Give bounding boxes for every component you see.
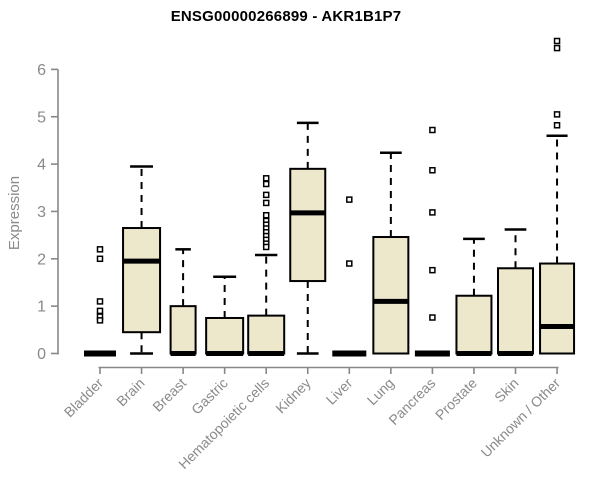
box-brain (122, 227, 162, 334)
outlier-point-hematopoietic-cells (262, 211, 270, 219)
box-hematopoietic-cells (247, 314, 286, 355)
outlier-point-hematopoietic-cells (262, 175, 270, 182)
outlier-point-bladder (96, 246, 104, 253)
outlier-point-pancreas (429, 266, 436, 274)
outlier-point-pancreas (429, 126, 436, 134)
outlier-point-hematopoietic-cells (262, 191, 270, 199)
outlier-point-hematopoietic-cells (262, 180, 270, 188)
chart-title: ENSG00000266899 - AKR1B1P7 (170, 8, 402, 25)
y-tick-label: 2 (37, 251, 46, 268)
flat-box-bladder (84, 350, 116, 357)
y-tick-label: 4 (37, 157, 46, 174)
box-breast (169, 305, 197, 355)
x-tick-label: Kidney (272, 375, 314, 417)
y-tick-label: 0 (37, 346, 46, 363)
y-tick-label: 1 (37, 299, 46, 316)
outlier-point-bladder (96, 317, 104, 324)
box-unknown-other (539, 262, 576, 355)
box-kidney (289, 167, 327, 283)
outlier-point-pancreas (429, 167, 436, 174)
box-lung (372, 236, 410, 355)
outlier-point-unknown-other (553, 111, 561, 118)
x-tick-label: Lung (364, 375, 397, 408)
outlier-point-liver (346, 196, 353, 203)
x-tick-label: Skin (491, 375, 522, 406)
x-tick-label: Prostate (432, 375, 480, 423)
x-tick-label: Liver (323, 375, 356, 408)
outlier-point-unknown-other (553, 122, 561, 129)
y-tick-label: 3 (37, 204, 46, 221)
flat-box-pancreas (414, 350, 450, 357)
box-skin (497, 267, 534, 355)
y-tick-label: 6 (37, 62, 46, 79)
x-tick-label: Unknown / Other (478, 375, 564, 461)
outlier-point-pancreas (429, 209, 436, 216)
outlier-point-pancreas (429, 314, 436, 321)
y-tick-label: 5 (37, 109, 46, 126)
x-tick-label: Brain (113, 375, 147, 409)
outlier-point-bladder (96, 307, 104, 315)
box-gastric (205, 316, 245, 355)
outlier-point-unknown-other (553, 37, 561, 45)
flat-box-liver (332, 350, 367, 357)
x-tick-label: Breast (149, 375, 189, 415)
outlier-point-hematopoietic-cells (262, 243, 270, 251)
x-tick-label: Bladder (61, 375, 107, 421)
box-prostate (455, 294, 493, 355)
outlier-point-hematopoietic-cells (262, 199, 270, 207)
outlier-point-bladder (96, 255, 104, 263)
outlier-point-unknown-other (553, 44, 561, 52)
outlier-point-liver (346, 260, 353, 267)
outlier-point-bladder (96, 298, 104, 305)
